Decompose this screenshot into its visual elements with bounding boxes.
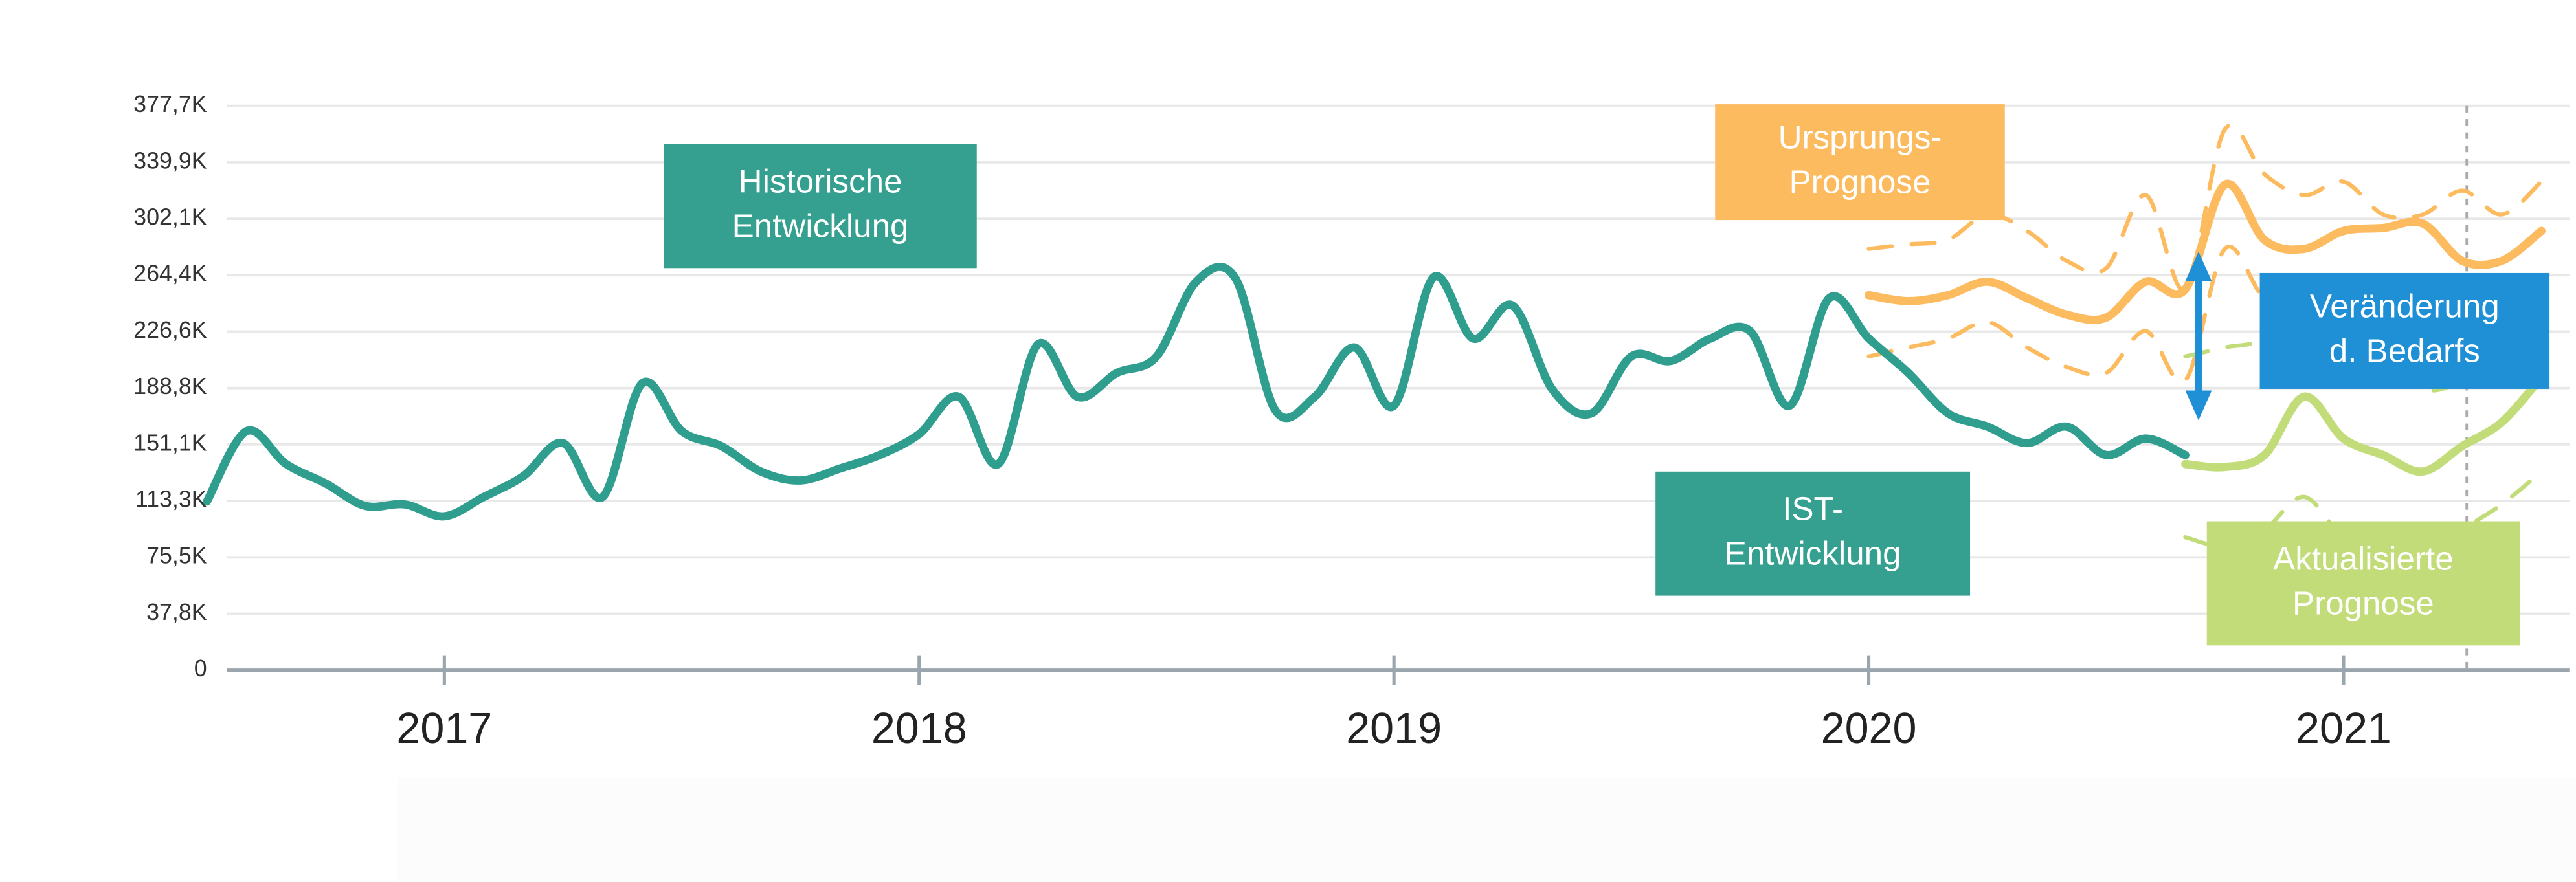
x-tick-label: 2021 [2296, 705, 2391, 753]
annotation-box [1655, 471, 1971, 596]
annotation-box [2206, 521, 2520, 646]
y-tick-label: 377,7K [133, 91, 207, 117]
annotation-text: Aktualisierte [2273, 540, 2453, 577]
annotation-text: Prognose [2292, 584, 2434, 621]
x-tick-label: 2020 [1821, 705, 1917, 753]
x-tick-label: 2017 [396, 705, 492, 753]
annotations: Historische Entwicklung Ursprungs- Prognose… [664, 104, 2550, 646]
annotation-box [2259, 272, 2550, 389]
annotation-text: Ursprungs- [1778, 119, 1942, 156]
series-line [1865, 179, 2546, 324]
lines [203, 123, 2546, 562]
footer-band [397, 777, 2576, 882]
annotation-text: Entwicklung [732, 207, 909, 244]
annotation-text: Prognose [1789, 164, 1931, 201]
annotation-text: IST- [1782, 491, 1843, 527]
change-arrow [2185, 251, 2212, 421]
x-axis: 2017 2018 2019 2020 2021 [227, 655, 2570, 753]
y-tick-label: 188,8K [133, 373, 207, 399]
y-tick-label: 113,3K [135, 487, 207, 513]
y-tick-label: 151,1K [133, 430, 207, 456]
series-line [203, 263, 2190, 521]
forecast-bound [1866, 245, 2544, 384]
y-tick-label: 37,8K [146, 599, 207, 625]
annotation-text: d. Bedarfs [2329, 332, 2480, 369]
y-tick-label: 75,5K [146, 543, 207, 569]
annotation-text: Historische [739, 162, 902, 199]
x-tick-label: 2018 [871, 705, 967, 753]
series-line [2181, 373, 2546, 476]
annotation-box [664, 144, 977, 269]
x-tick-label: 2019 [1346, 705, 1442, 753]
y-tick-label: 226,6K [133, 317, 207, 343]
annotation-text: Entwicklung [1725, 535, 1901, 572]
y-tick-label: 302,1K [133, 204, 207, 230]
y-tick-label: 264,4K [133, 261, 207, 287]
y-tick-label: 339,9K [133, 148, 207, 173]
annotation-box [1715, 104, 2005, 221]
grid: 0 37,8K 75,5K 113,3K 151,1K 188,8K 226,6K 264,4… [133, 91, 2570, 681]
annotation-text: Veränderung [2310, 287, 2500, 324]
y-tick-label: 0 [194, 656, 207, 681]
